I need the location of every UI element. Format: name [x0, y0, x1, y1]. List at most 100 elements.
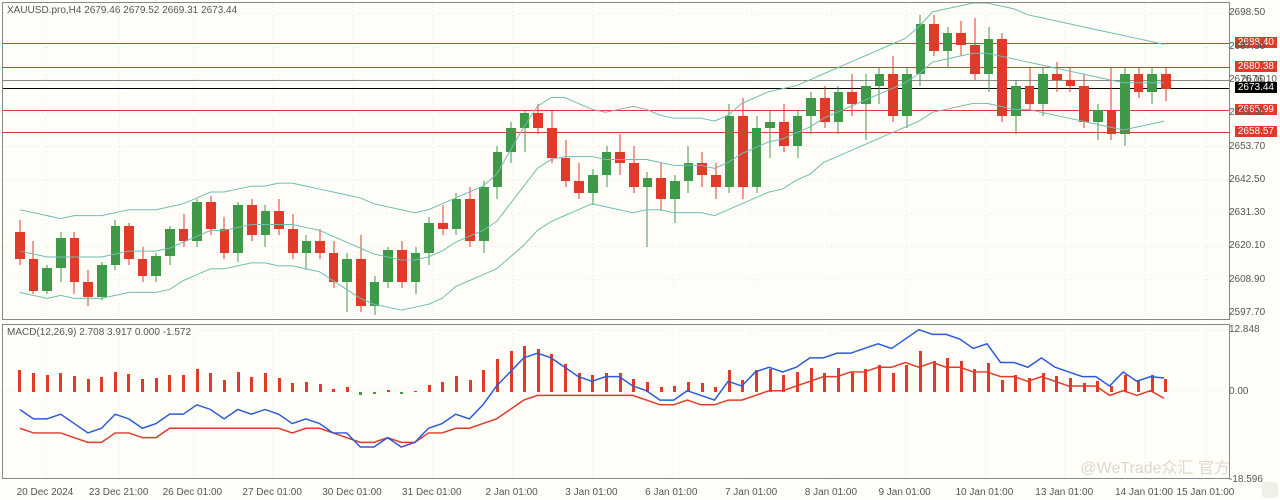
macd-histogram-bar [510, 351, 513, 391]
macd-histogram-bar [892, 373, 895, 391]
macd-histogram-bar [346, 387, 349, 392]
macd-histogram-bar [1110, 386, 1113, 392]
candle [301, 3, 313, 321]
candle [410, 3, 422, 321]
candle [1051, 3, 1063, 321]
candle [164, 3, 176, 321]
candle [150, 3, 162, 321]
candle [110, 3, 122, 321]
candle [983, 3, 995, 321]
macd-histogram-bar [100, 377, 103, 391]
macd-histogram-bar [469, 380, 472, 391]
resize-corner[interactable] [1262, 482, 1278, 498]
x-axis-label: 10 Jan 01:00 [955, 487, 1013, 498]
macd-histogram-bar [182, 375, 185, 391]
macd-histogram-bar [278, 378, 281, 391]
price-y-axis: 2597.702608.902620.102631.302642.502653.… [1229, 3, 1277, 319]
candle [1133, 3, 1145, 321]
candle [683, 3, 695, 321]
macd-histogram-bar [18, 370, 21, 391]
macd-title: MACD(12,26,9) 2.708 3.917 0.000 -1.572 [7, 327, 191, 338]
macd-histogram-bar [837, 368, 840, 392]
candle [764, 3, 776, 321]
x-axis-label: 13 Jan 01:00 [1035, 487, 1093, 498]
candle [464, 3, 476, 321]
macd-histogram-bar [1124, 375, 1127, 392]
candle [191, 3, 203, 321]
candle [1146, 3, 1158, 321]
candle [178, 3, 190, 321]
x-axis-label: 26 Dec 01:00 [163, 487, 223, 498]
candle [396, 3, 408, 321]
macd-histogram-bar [1083, 383, 1086, 392]
macd-panel[interactable]: MACD(12,26,9) 2.708 3.917 0.000 -1.572 -… [2, 324, 1230, 479]
candle [341, 3, 353, 321]
macd-histogram-bar [769, 369, 772, 392]
candle [901, 3, 913, 321]
macd-histogram-bar [237, 372, 240, 392]
macd-histogram-bar [905, 365, 908, 391]
candle [492, 3, 504, 321]
price-chart-panel[interactable]: XAUUSD.pro,H4 2679.46 2679.52 2669.31 26… [2, 2, 1230, 320]
candle [273, 3, 285, 321]
candle [1119, 3, 1131, 321]
candle [833, 3, 845, 321]
macd-histogram-bar [387, 390, 390, 392]
macd-histogram-bar [319, 384, 322, 392]
candle [846, 3, 858, 321]
candle [96, 3, 108, 321]
candle [560, 3, 572, 321]
macd-histogram-bar [646, 382, 649, 392]
candle [573, 3, 585, 321]
macd-lines [3, 325, 1229, 478]
candle [219, 3, 231, 321]
candle [915, 3, 927, 321]
x-axis-label: 15 Jan 01:00 [1177, 487, 1235, 498]
macd-histogram-bar [796, 372, 799, 392]
macd-histogram-bar [619, 373, 622, 391]
candle [137, 3, 149, 321]
macd-histogram-bar [46, 375, 49, 392]
macd-histogram-bar [946, 358, 949, 391]
macd-histogram-bar [919, 351, 922, 391]
macd-histogram-bar [755, 370, 758, 391]
macd-histogram-bar [851, 372, 854, 392]
macd-histogram-bar [973, 369, 976, 392]
macd-histogram-bar [209, 373, 212, 391]
macd-histogram-bar [632, 379, 635, 391]
time-x-axis: 20 Dec 202423 Dec 21:0026 Dec 01:0027 De… [2, 482, 1230, 500]
candle [355, 3, 367, 321]
macd-histogram-bar [428, 385, 431, 392]
candle [505, 3, 517, 321]
candle [655, 3, 667, 321]
macd-histogram-bar [1164, 379, 1167, 392]
macd-histogram-bar [701, 383, 704, 392]
macd-histogram-bar [1096, 381, 1099, 391]
macd-histogram-bar [864, 369, 867, 392]
x-axis-label: 23 Dec 21:00 [89, 487, 149, 498]
x-axis-label: 14 Jan 01:00 [1115, 487, 1173, 498]
macd-histogram-bar [933, 361, 936, 392]
candle [14, 3, 26, 321]
macd-histogram-bar [127, 374, 130, 391]
macd-histogram-bar [496, 359, 499, 391]
macd-histogram-bar [196, 369, 199, 392]
macd-histogram-bar [987, 363, 990, 392]
candle [737, 3, 749, 321]
candle [82, 3, 94, 321]
candle [587, 3, 599, 321]
macd-histogram-bar [523, 346, 526, 391]
candle [778, 3, 790, 321]
candle [819, 3, 831, 321]
candle [437, 3, 449, 321]
x-axis-label: 27 Dec 01:00 [242, 487, 302, 498]
candle [942, 3, 954, 321]
candle [369, 3, 381, 321]
x-axis-label: 31 Dec 01:00 [402, 487, 462, 498]
macd-histogram-bar [960, 361, 963, 392]
candle [532, 3, 544, 321]
candle [382, 3, 394, 321]
macd-histogram-bar [1069, 378, 1072, 391]
candle [642, 3, 654, 321]
macd-y-axis: -18.5960.0012.848 [1229, 325, 1277, 478]
